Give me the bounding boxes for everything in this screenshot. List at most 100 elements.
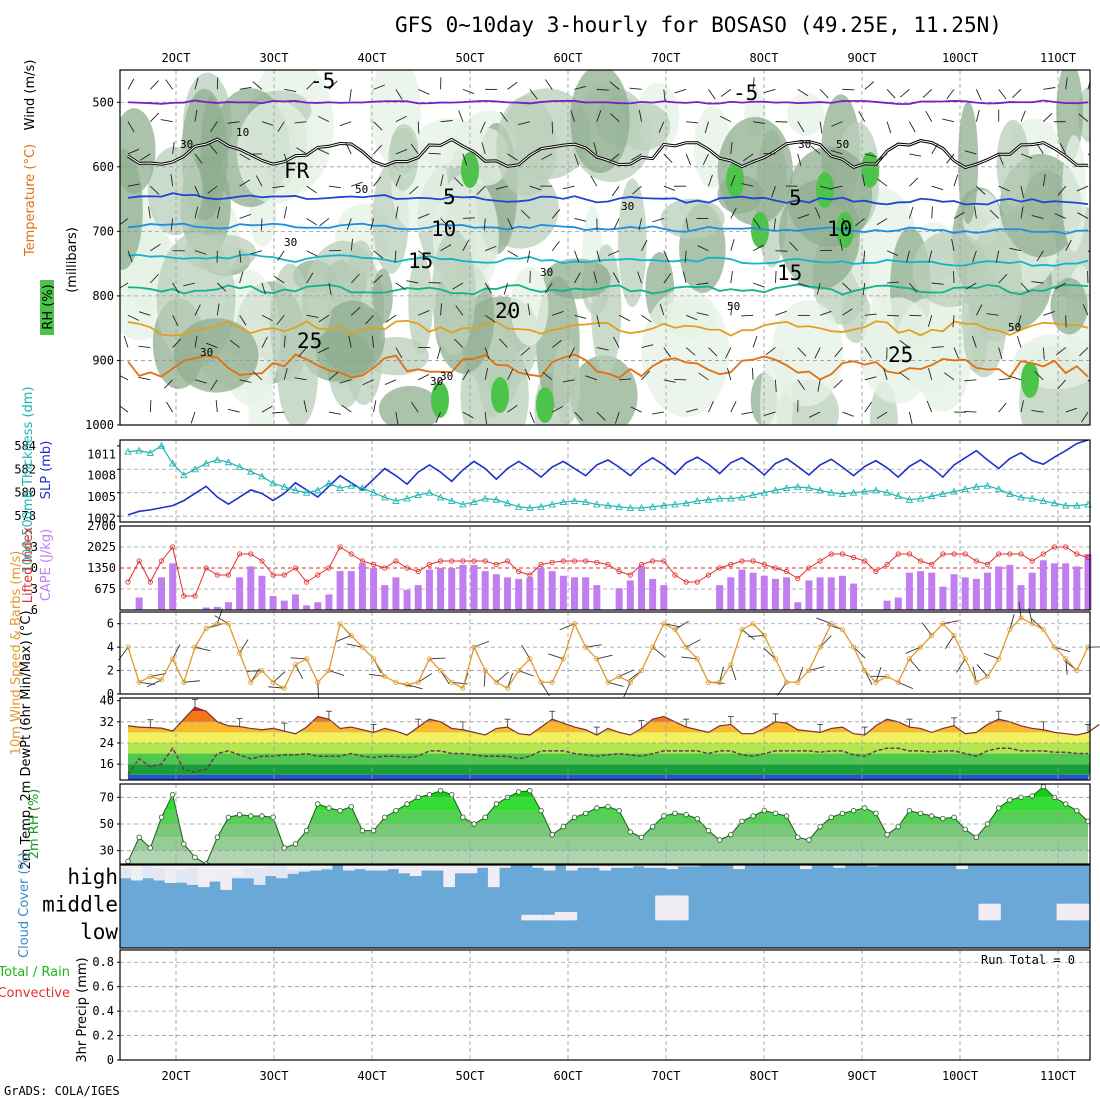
wind-barb: [296, 147, 307, 155]
temp-2m-panel: 40 32 24 16: [100, 694, 1100, 781]
wind-barb: [797, 213, 810, 219]
cape-bar: [559, 575, 567, 610]
thickness-marker: [671, 500, 679, 508]
cape-tick-label: 2700: [87, 519, 116, 533]
middle-cloud-gap: [543, 914, 566, 921]
cape-bar: [615, 588, 623, 610]
wind-barb: [926, 400, 933, 413]
wind-speed-marker: [237, 650, 243, 656]
cape-bar: [749, 572, 757, 610]
y-axis-labels: Wind (m/s) Temperature (°C) RH (%) (milliba…: [0, 60, 90, 1063]
wind-speed-marker: [549, 679, 555, 685]
rh-color-key: [40, 280, 54, 335]
wind-barb-10m: [741, 629, 755, 640]
high-cloud-clear: [220, 865, 232, 872]
lifted-marker: [1029, 558, 1035, 564]
precip-axis-label: 3hr Precip (mm): [75, 957, 90, 1062]
high-cloud-gap: [476, 865, 489, 868]
wind-speed-marker: [1029, 621, 1035, 627]
rh-band: [128, 837, 1088, 851]
lifted-marker: [917, 558, 924, 564]
high-cloud-clear: [231, 865, 244, 879]
lifted-marker: [1074, 551, 1080, 557]
wind-barb: [160, 119, 173, 123]
wind-speed-marker: [739, 626, 745, 633]
wind-barb: [216, 303, 220, 316]
wind-barb: [590, 175, 598, 187]
cape-bar: [783, 577, 791, 610]
wind-barb: [698, 372, 709, 381]
wind-barb-10m: [272, 671, 286, 683]
wind-barb: [250, 250, 263, 255]
wind-barb: [752, 77, 755, 90]
wind-barb: [458, 110, 464, 122]
wind-barb: [1036, 250, 1044, 262]
lifted-marker: [795, 575, 801, 582]
wind-barb: [542, 371, 553, 381]
wind-speed-marker: [504, 685, 511, 691]
wind-barb-10m: [245, 670, 262, 672]
rh-marker: [426, 791, 433, 798]
wind-barb: [629, 87, 642, 90]
wind-speed-marker: [270, 679, 276, 685]
wind-barb: [964, 379, 977, 382]
wind-barb: [261, 405, 273, 413]
wind-speed-marker: [359, 644, 366, 650]
thickness-marker: [905, 495, 914, 503]
rh-marker: [951, 814, 957, 821]
wind-barb: [484, 314, 496, 323]
wind-speed-marker: [304, 656, 310, 662]
thickness-marker: [704, 495, 713, 503]
rh-marker: [225, 814, 232, 821]
rh-marker: [437, 787, 444, 794]
wind-speed-marker: [828, 621, 834, 627]
wind-barb: [797, 153, 802, 166]
wind-barb: [349, 89, 352, 102]
lifted-marker: [895, 551, 901, 557]
wind-barb: [611, 185, 620, 197]
rh-shade-blob: [552, 340, 581, 425]
isotherm-label: 10: [827, 217, 852, 241]
wind-barb: [585, 375, 597, 381]
rh-marker: [739, 818, 745, 825]
cape-bar: [370, 568, 378, 610]
wind-barb: [498, 338, 508, 348]
lifted-marker: [549, 559, 555, 566]
wind-barb: [972, 250, 977, 263]
lifted-marker: [359, 558, 366, 564]
rh-contour-label: 30: [540, 266, 553, 279]
wind-barb: [484, 367, 489, 380]
wind-speed-marker: [348, 632, 354, 639]
wind-barb: [370, 218, 375, 231]
rh-marker: [1007, 797, 1013, 803]
lifted-marker: [326, 565, 332, 571]
wind-barb: [507, 218, 514, 230]
wind-barb: [138, 376, 151, 381]
wind-barb: [194, 153, 203, 164]
rh-shade-blob: [617, 102, 671, 151]
thickness-marker: [682, 499, 690, 507]
wind-barb: [725, 347, 732, 359]
rh-marker: [884, 831, 890, 838]
wind-barb: [520, 347, 531, 356]
high-cloud-clear: [153, 865, 166, 881]
wind-barb: [998, 377, 1011, 381]
wind-barb: [922, 89, 933, 98]
lifted-marker: [650, 558, 656, 564]
wind-barb: [1009, 247, 1022, 252]
lifted-marker: [683, 579, 689, 585]
wind-barb-10m: [268, 686, 285, 689]
thickness-marker: [939, 489, 947, 497]
wind-barb-10m: [1028, 607, 1033, 624]
lifted-marker: [627, 572, 633, 578]
wind-barb: [743, 153, 754, 162]
y-tick-label: 578: [14, 509, 36, 523]
y-tick-label: 0: [107, 687, 114, 701]
temp-band: [120, 742, 1090, 754]
wind-barb: [306, 272, 314, 284]
wind-barb: [529, 89, 538, 100]
wind-speed-marker: [382, 673, 388, 680]
wind-barb: [663, 347, 672, 358]
wind-barb: [373, 121, 383, 131]
wind-barb: [1087, 379, 1090, 383]
